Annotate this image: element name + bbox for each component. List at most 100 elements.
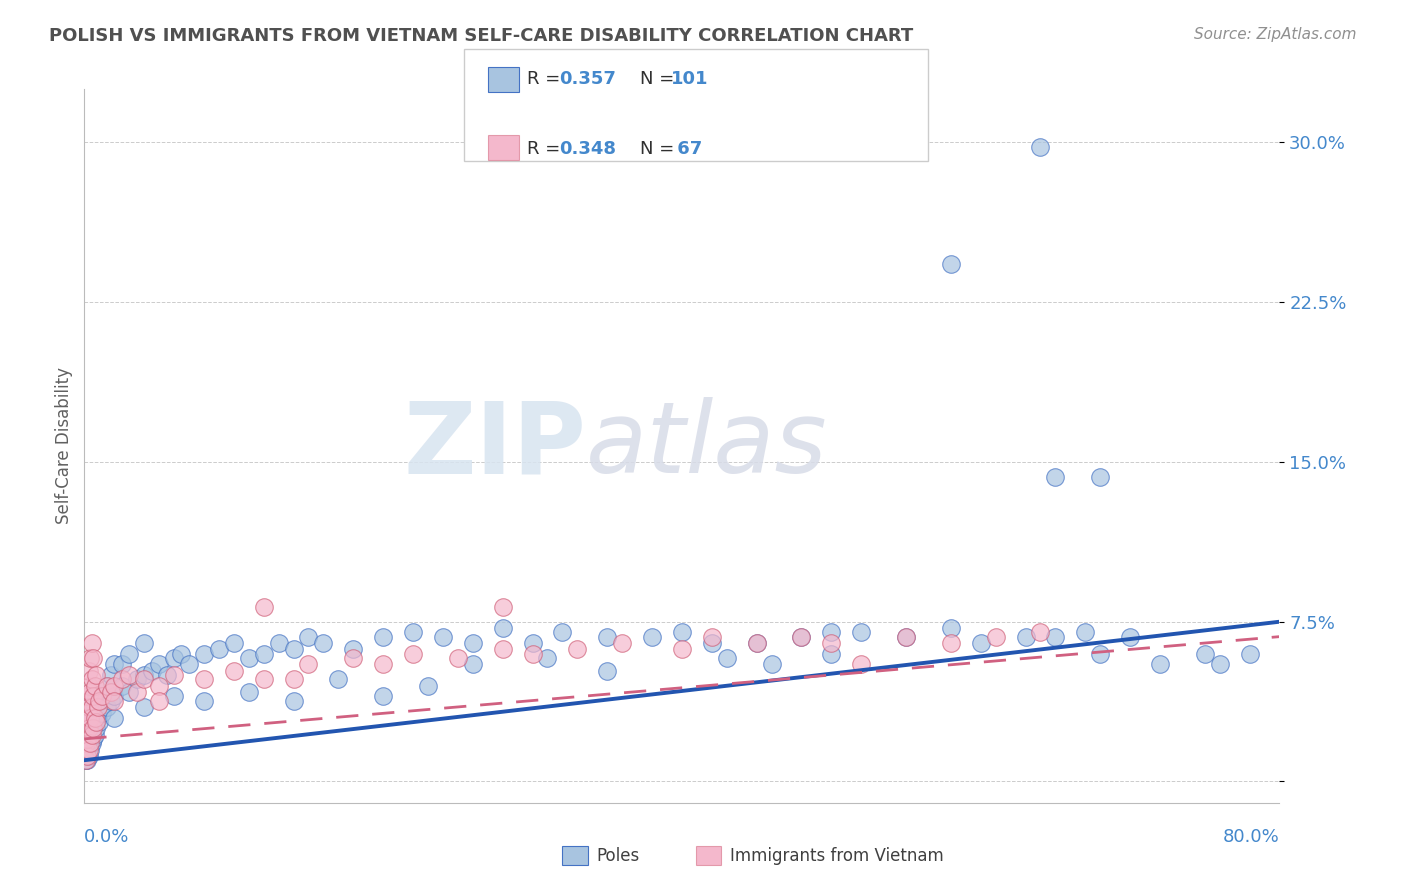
- Point: [83, 710, 105, 724]
- Text: 80.0%: 80.0%: [1223, 829, 1279, 847]
- Text: 67: 67: [671, 140, 702, 158]
- Point: [373, 657, 395, 672]
- Text: Poles: Poles: [596, 847, 640, 865]
- Point: [1045, 470, 1067, 484]
- Point: [671, 642, 693, 657]
- Text: 101: 101: [671, 70, 709, 87]
- Point: [80, 736, 103, 750]
- Point: [77, 748, 100, 763]
- Point: [492, 599, 515, 614]
- Point: [253, 599, 276, 614]
- Point: [238, 651, 260, 665]
- Point: [700, 630, 723, 644]
- Point: [1045, 630, 1067, 644]
- Point: [76, 710, 98, 724]
- Point: [148, 679, 170, 693]
- Point: [790, 630, 813, 644]
- Point: [522, 647, 544, 661]
- Point: [75, 721, 97, 735]
- Point: [1209, 657, 1232, 672]
- Point: [283, 672, 305, 686]
- Point: [851, 625, 873, 640]
- Point: [79, 685, 101, 699]
- Point: [416, 679, 439, 693]
- Point: [103, 710, 125, 724]
- Point: [76, 700, 98, 714]
- Point: [103, 679, 125, 693]
- Point: [163, 651, 186, 665]
- Point: [75, 753, 97, 767]
- Point: [894, 630, 917, 644]
- Point: [148, 657, 170, 672]
- Point: [283, 642, 305, 657]
- Point: [77, 742, 100, 756]
- Point: [170, 647, 193, 661]
- Point: [432, 630, 454, 644]
- Point: [820, 647, 842, 661]
- Point: [1090, 470, 1112, 484]
- Text: N =: N =: [640, 140, 679, 158]
- Point: [100, 668, 122, 682]
- Point: [118, 647, 141, 661]
- Point: [77, 700, 100, 714]
- Point: [96, 679, 118, 693]
- Point: [75, 742, 97, 756]
- Point: [939, 621, 962, 635]
- Point: [790, 630, 813, 644]
- Point: [447, 651, 470, 665]
- Point: [77, 664, 100, 678]
- Point: [745, 636, 768, 650]
- Point: [80, 636, 103, 650]
- Point: [76, 736, 98, 750]
- Point: [596, 630, 619, 644]
- Point: [77, 731, 100, 746]
- Text: 0.357: 0.357: [560, 70, 616, 87]
- Point: [238, 685, 260, 699]
- Point: [75, 706, 97, 721]
- Point: [77, 714, 100, 729]
- Point: [596, 664, 619, 678]
- Text: Source: ZipAtlas.com: Source: ZipAtlas.com: [1194, 27, 1357, 42]
- Point: [75, 736, 97, 750]
- Point: [373, 630, 395, 644]
- Point: [125, 685, 148, 699]
- Point: [86, 690, 108, 704]
- Point: [82, 731, 104, 746]
- Point: [1014, 630, 1036, 644]
- Point: [939, 636, 962, 650]
- Point: [111, 672, 134, 686]
- Point: [89, 693, 111, 707]
- Point: [253, 647, 276, 661]
- Point: [118, 685, 141, 699]
- Text: N =: N =: [640, 70, 679, 87]
- Point: [163, 668, 186, 682]
- Point: [82, 651, 104, 665]
- Point: [79, 742, 101, 756]
- Point: [118, 668, 141, 682]
- Point: [103, 657, 125, 672]
- Point: [77, 679, 100, 693]
- Point: [80, 700, 103, 714]
- Point: [83, 700, 105, 714]
- Point: [79, 736, 101, 750]
- Point: [461, 636, 484, 650]
- Point: [342, 642, 364, 657]
- Point: [80, 672, 103, 686]
- Point: [222, 636, 245, 650]
- Point: [125, 672, 148, 686]
- Point: [96, 700, 118, 714]
- Point: [1090, 647, 1112, 661]
- Point: [76, 690, 98, 704]
- Point: [970, 636, 993, 650]
- Point: [75, 710, 97, 724]
- Point: [163, 690, 186, 704]
- Point: [297, 630, 319, 644]
- Point: [89, 693, 111, 707]
- Text: Immigrants from Vietnam: Immigrants from Vietnam: [730, 847, 943, 865]
- Point: [82, 710, 104, 724]
- Point: [567, 642, 589, 657]
- Point: [80, 728, 103, 742]
- Point: [111, 657, 134, 672]
- Point: [373, 690, 395, 704]
- Point: [894, 630, 917, 644]
